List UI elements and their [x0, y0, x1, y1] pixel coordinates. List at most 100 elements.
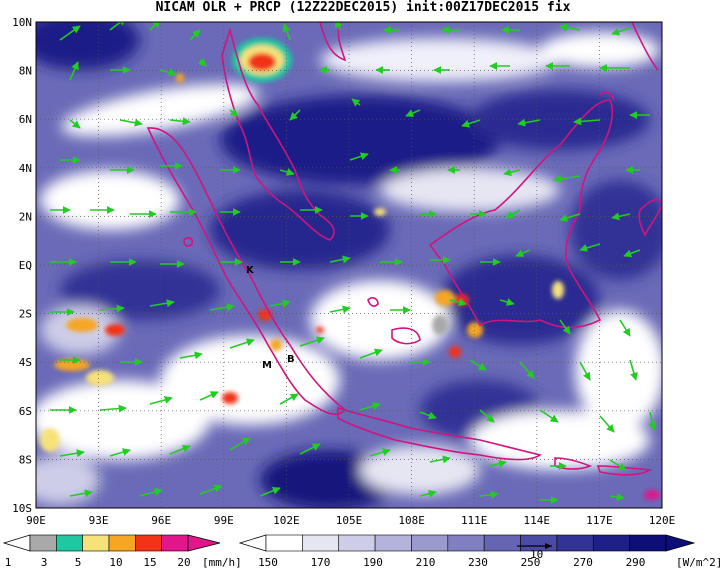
wind-vector [99, 304, 125, 313]
wind-vector [229, 338, 255, 349]
lon-tick-label: 99E [214, 514, 234, 527]
wind-vector [559, 319, 571, 335]
lon-tick-label: 93E [89, 514, 109, 527]
precip-colorbar-label: 15 [143, 556, 156, 569]
olr-colorbar-cell [629, 534, 667, 552]
wind-vector [169, 444, 191, 455]
olr-colorbar-cell [338, 534, 376, 552]
wind-vector [159, 68, 177, 77]
lon-tick-label: 111E [461, 514, 488, 527]
precip-unit: [mm/h] [202, 556, 242, 569]
lat-tick-label: 10N [12, 16, 32, 29]
olr-colorbar-cell [483, 534, 521, 552]
wind-vector [149, 22, 161, 31]
lat-tick-label: 10S [12, 502, 32, 515]
latitude-axis: 10N 8N 6N 4N 2N EQ 2S 4S 6S 8S 10S [12, 16, 32, 515]
precip-colorbar-label: 10 [109, 556, 122, 569]
precip-colorbar-label: 5 [75, 556, 82, 569]
olr-colorbar-label: 210 [416, 556, 436, 569]
olr-colorbar-label: 150 [258, 556, 278, 569]
wind-vector [619, 319, 631, 337]
lon-tick-label: 114E [524, 514, 551, 527]
wind-vector [609, 493, 625, 501]
lon-tick-label: 117E [586, 514, 613, 527]
wind-vector [623, 249, 641, 258]
map-frame [35, 21, 663, 509]
wind-vector [539, 409, 559, 423]
lat-tick-label: 4N [19, 162, 32, 175]
olr-colorbar-label: 230 [468, 556, 488, 569]
wind-vector [429, 455, 451, 464]
wind-vector [209, 303, 235, 312]
wind-vector [229, 437, 251, 451]
wind-vector [461, 119, 481, 128]
precip-colorbar: 1 3 5 10 15 20 [mm/h] [2, 534, 242, 569]
longitude-axis: 90E 93E 96E 99E 102E 105E 108E 111E 114E 117E 120E [26, 514, 675, 527]
precip-colorbar-cell [135, 534, 162, 552]
wind-vector [59, 25, 81, 41]
wind-vector [419, 411, 437, 420]
wind-vector [279, 393, 299, 405]
lon-tick-label: 90E [26, 514, 46, 527]
wind-vectors [50, 22, 657, 504]
wind-vector [169, 117, 191, 126]
wind-vector [199, 484, 223, 495]
marker-b: B [287, 354, 295, 365]
wind-vector [351, 98, 361, 107]
lon-tick-label: 102E [273, 514, 300, 527]
lon-tick-label: 120E [649, 514, 676, 527]
lat-tick-label: 6S [19, 405, 32, 418]
wind-vector [359, 402, 381, 411]
wind-vector [109, 22, 127, 31]
wind-vector [503, 168, 521, 177]
wind-vector [99, 404, 127, 413]
wind-vector [149, 396, 173, 405]
wind-vector [349, 152, 369, 161]
wind-vector [119, 118, 143, 127]
wind-vector [282, 23, 291, 41]
wind-vector [59, 449, 85, 458]
wind-vector [149, 299, 175, 308]
wind-vector [469, 359, 487, 371]
lat-tick-label: 8S [19, 453, 32, 466]
marker-m: M [262, 360, 272, 371]
olr-colorbar-low-arrow [238, 534, 267, 552]
wind-vector [579, 361, 591, 381]
olr-colorbar-cell [265, 534, 303, 552]
olr-colorbar-cell [302, 534, 340, 552]
wind-vector [499, 298, 515, 306]
wind-vector [559, 23, 581, 32]
lon-tick-label: 105E [336, 514, 363, 527]
olr-colorbar-label: 250 [521, 556, 541, 569]
olr-unit: [W/m^2] [676, 556, 722, 569]
coastlines [146, 22, 662, 476]
wind-vector [329, 255, 351, 264]
lon-tick-label: 96E [151, 514, 171, 527]
lon-tick-label: 108E [398, 514, 425, 527]
wind-vector [199, 391, 219, 401]
wind-vector [419, 489, 437, 498]
wind-vector [259, 486, 281, 497]
wind-vector [279, 168, 295, 176]
wind-vector [519, 361, 535, 379]
lat-tick-label: 2S [19, 308, 32, 321]
wind-vector [449, 298, 467, 307]
wind-vector [599, 415, 615, 433]
wind-vector [179, 351, 203, 360]
wind-vector [198, 58, 207, 67]
lat-tick-label: 8N [19, 65, 32, 78]
lat-tick-label: EQ [19, 259, 32, 272]
reference-vector-label: 10 [530, 548, 543, 561]
wind-vector [405, 109, 421, 117]
marker-k: K [246, 265, 255, 276]
lat-tick-label: 4S [19, 356, 32, 369]
reference-vector-head-icon [545, 543, 552, 549]
precip-colorbar-cell [108, 534, 136, 552]
wind-vector [515, 249, 531, 257]
wind-vector [505, 209, 521, 219]
precip-colorbar-cell [56, 534, 83, 552]
precip-colorbar-label: 20 [177, 556, 190, 569]
olr-colorbar-cell [447, 534, 485, 552]
precip-colorbar-label: 1 [5, 556, 12, 569]
